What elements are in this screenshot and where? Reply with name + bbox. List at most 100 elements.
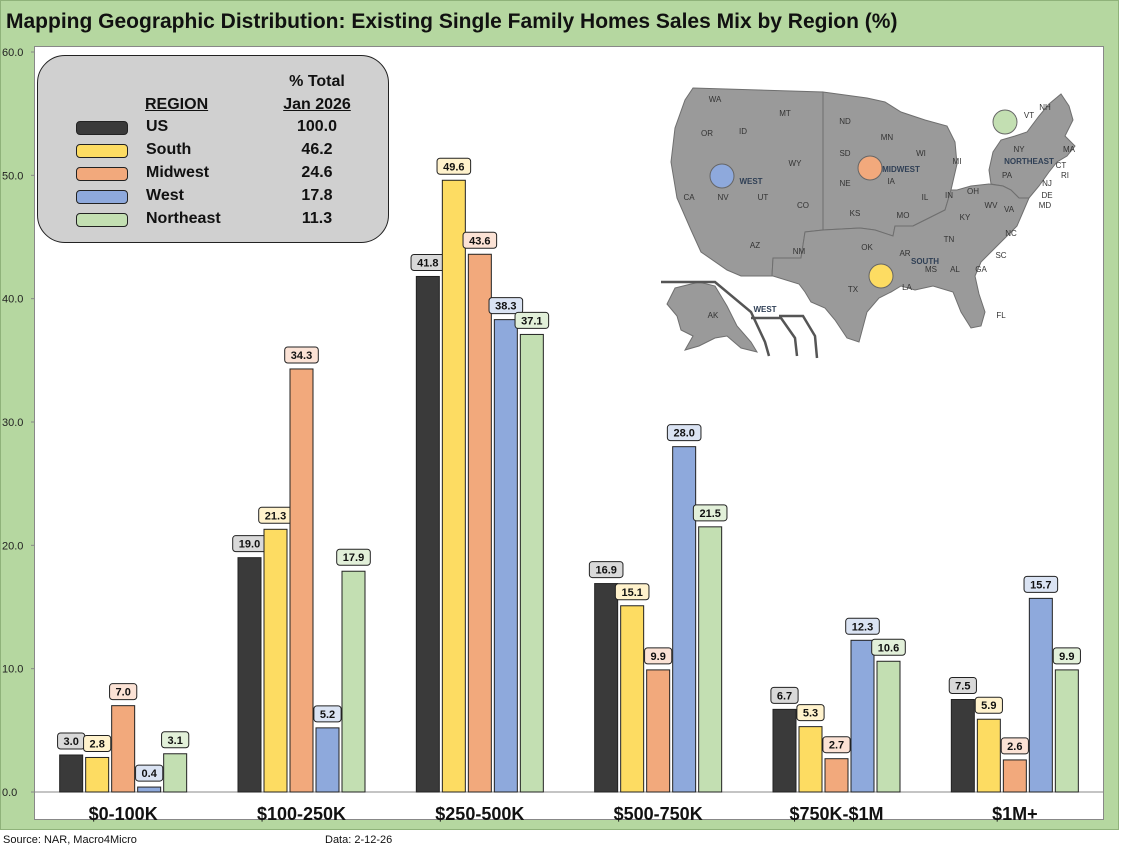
map-state-label: OK bbox=[861, 243, 873, 252]
map-state-label: MI bbox=[953, 157, 962, 166]
data-label: 15.7 bbox=[1030, 579, 1051, 591]
map-alaska-shape bbox=[666, 281, 759, 353]
data-label-box bbox=[692, 504, 728, 522]
legend-swatch-us bbox=[76, 121, 128, 135]
map-state-label: CT bbox=[1056, 161, 1067, 170]
map-region-marker-west bbox=[709, 163, 735, 189]
map-state-label: MA bbox=[1063, 145, 1076, 154]
map-state-label: AR bbox=[899, 249, 910, 258]
y-tick-label: 10.0 bbox=[2, 664, 23, 676]
data-label-box bbox=[770, 686, 799, 704]
bar-us bbox=[59, 754, 84, 793]
data-label-box bbox=[644, 647, 673, 665]
map-state-label: OH bbox=[967, 187, 979, 196]
map-state-label: NC bbox=[1005, 229, 1017, 238]
data-label-box bbox=[109, 683, 138, 701]
y-tick-label: 60.0 bbox=[2, 47, 23, 59]
x-tick-label: $0-100K bbox=[89, 804, 158, 824]
map-state-label: PA bbox=[1002, 171, 1013, 180]
map-state-label: CA bbox=[683, 193, 695, 202]
map-state-label: MT bbox=[779, 109, 791, 118]
data-label: 49.6 bbox=[443, 161, 464, 173]
map-state-label: NV bbox=[717, 193, 729, 202]
bar-midwest bbox=[1002, 759, 1027, 793]
map-state-label: KS bbox=[850, 209, 861, 218]
legend-swatch-south bbox=[76, 144, 128, 158]
data-label: 43.6 bbox=[469, 235, 490, 247]
map-region-label: WEST bbox=[739, 177, 762, 186]
bar-midwest bbox=[646, 669, 671, 793]
bar-us bbox=[950, 699, 975, 793]
data-date-note: Data: 2-12-26 bbox=[325, 834, 393, 846]
map-state-label: IN bbox=[945, 191, 953, 200]
map-state-label: SD bbox=[839, 149, 850, 158]
bar-us bbox=[594, 583, 619, 793]
data-label: 3.0 bbox=[64, 736, 79, 748]
map-region-label: MIDWEST bbox=[882, 165, 920, 174]
data-label: 2.7 bbox=[829, 740, 844, 752]
x-tick-label: $500-750K bbox=[614, 804, 703, 824]
legend-label-south: South bbox=[146, 141, 192, 158]
map-south-shape bbox=[771, 183, 1030, 343]
y-tick-label: 40.0 bbox=[2, 294, 23, 306]
map-state-label: ID bbox=[739, 127, 747, 136]
x-tick-label: $1M+ bbox=[992, 804, 1038, 824]
bar-south bbox=[441, 179, 466, 793]
map-state-label: IL bbox=[922, 193, 929, 202]
map-state-label: SC bbox=[995, 251, 1006, 260]
map-region-marker-south bbox=[868, 263, 894, 289]
y-tick-label: 30.0 bbox=[2, 417, 23, 429]
map-state-label: NE bbox=[839, 179, 850, 188]
bar-south bbox=[976, 718, 1001, 793]
map-state-label: WY bbox=[789, 159, 803, 168]
data-label-box bbox=[436, 157, 472, 175]
bar-northeast bbox=[341, 570, 366, 793]
data-label: 34.3 bbox=[291, 350, 312, 362]
bar-west bbox=[137, 786, 162, 793]
legend-swatch-midwest bbox=[76, 167, 128, 181]
legend-value-south: 46.2 bbox=[301, 141, 333, 158]
bar-south bbox=[798, 726, 823, 793]
map-state-label: ND bbox=[839, 117, 851, 126]
legend-swatch-west bbox=[76, 190, 128, 204]
map-state-label: TX bbox=[848, 285, 859, 294]
data-label: 5.9 bbox=[981, 700, 996, 712]
bar-south bbox=[263, 528, 288, 793]
legend-label-us: US bbox=[146, 118, 169, 135]
bar-us bbox=[237, 557, 262, 793]
map-state-label: MS bbox=[925, 265, 937, 274]
map-state-label: AK bbox=[708, 311, 719, 320]
map-state-label: MD bbox=[1039, 201, 1052, 210]
map-state-label: CO bbox=[797, 201, 809, 210]
bar-west bbox=[493, 319, 518, 793]
map-state-label: IA bbox=[887, 177, 895, 186]
legend-label-west: West bbox=[146, 187, 184, 204]
data-label-box bbox=[336, 548, 371, 566]
data-label-box bbox=[1023, 575, 1059, 593]
map-state-label: DE bbox=[1041, 191, 1052, 200]
data-label: 7.0 bbox=[116, 687, 131, 699]
map-region-label: WEST bbox=[753, 305, 776, 314]
data-label: 3.1 bbox=[168, 735, 183, 747]
bar-us bbox=[415, 275, 440, 793]
legend-row-us: US 100.0 bbox=[76, 118, 356, 138]
map-state-label: FL bbox=[996, 311, 1006, 320]
bar-west bbox=[850, 639, 875, 793]
map-region-marker-midwest bbox=[857, 155, 883, 181]
data-label-box bbox=[1000, 737, 1029, 755]
legend-value-northeast: 11.3 bbox=[301, 210, 333, 227]
map-state-label: KY bbox=[960, 213, 971, 222]
bar-west bbox=[315, 727, 340, 793]
bar-south bbox=[85, 756, 110, 793]
data-label: 41.8 bbox=[417, 257, 438, 269]
bar-midwest bbox=[111, 705, 136, 793]
data-label-box bbox=[666, 424, 702, 442]
bar-midwest bbox=[824, 758, 849, 793]
bar-us bbox=[772, 708, 797, 793]
data-label-box bbox=[1052, 647, 1081, 665]
data-label: 21.3 bbox=[265, 510, 286, 522]
y-tick-label: 0.0 bbox=[2, 787, 17, 799]
data-label-box bbox=[284, 346, 319, 364]
data-label-box bbox=[488, 297, 524, 315]
data-label: 28.0 bbox=[673, 428, 694, 440]
